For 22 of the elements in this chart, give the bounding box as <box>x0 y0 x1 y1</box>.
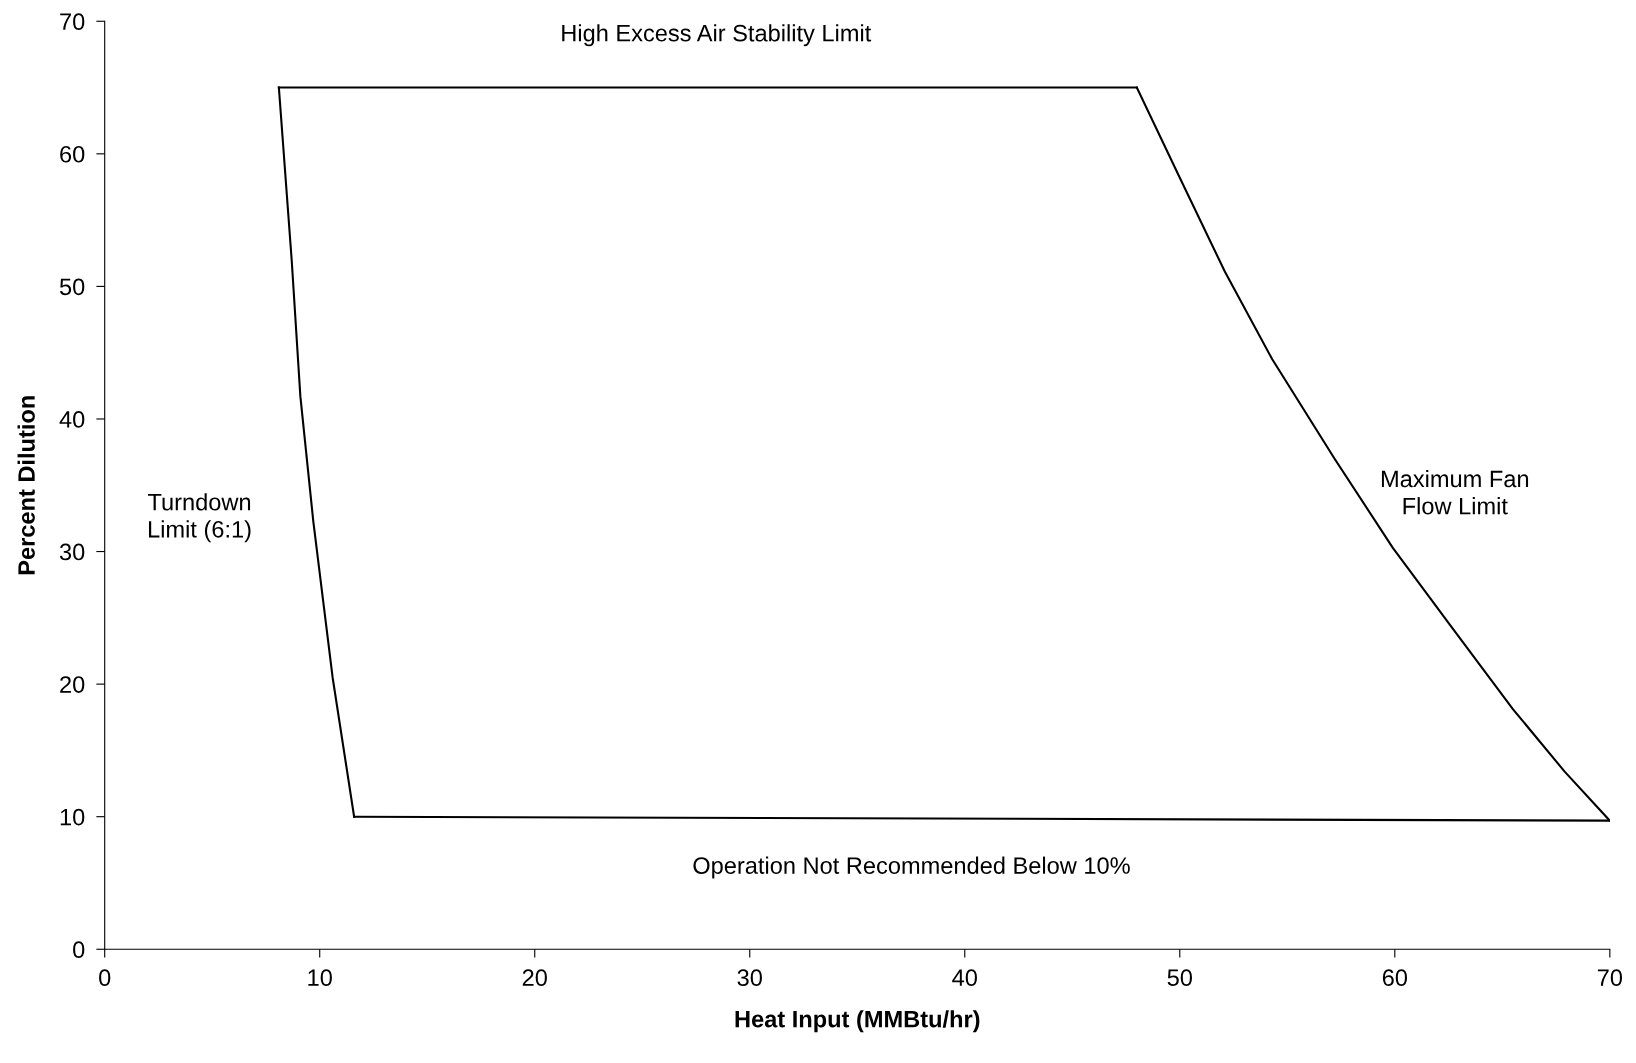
x-axis-title: Heat Input (MMBtu/hr) <box>735 1010 980 1033</box>
annotation: Turndown Limit (6:1) <box>148 493 251 543</box>
y-tick-label: 70 <box>60 13 85 31</box>
y-tick-label: 10 <box>60 808 85 826</box>
x-tick-label: 40 <box>952 969 977 987</box>
annotation: Maximum Fan Flow Limit <box>1381 469 1529 515</box>
y-tick-label: 0 <box>73 941 85 959</box>
y-tick-label: 30 <box>59 543 85 561</box>
y-tick-label: 40 <box>59 411 85 428</box>
x-tick-label: 30 <box>737 969 762 987</box>
x-tick-label: 50 <box>1167 969 1192 987</box>
x-tick-label: 0 <box>99 969 111 987</box>
x-tick-label: 20 <box>522 969 547 987</box>
annotation: High Excess Air Stability Limit <box>562 24 872 47</box>
annotation: Operation Not Recommended Below 10% <box>693 856 1130 879</box>
x-tick-label: 60 <box>1382 969 1408 987</box>
y-tick-label: 50 <box>59 278 85 296</box>
y-tick-label: 20 <box>60 676 85 693</box>
x-tick-label: 10 <box>308 969 332 987</box>
y-axis-title: Percent Dilution <box>17 396 35 575</box>
y-tick-label: 60 <box>60 145 85 163</box>
x-tick-label: 70 <box>1597 969 1623 987</box>
